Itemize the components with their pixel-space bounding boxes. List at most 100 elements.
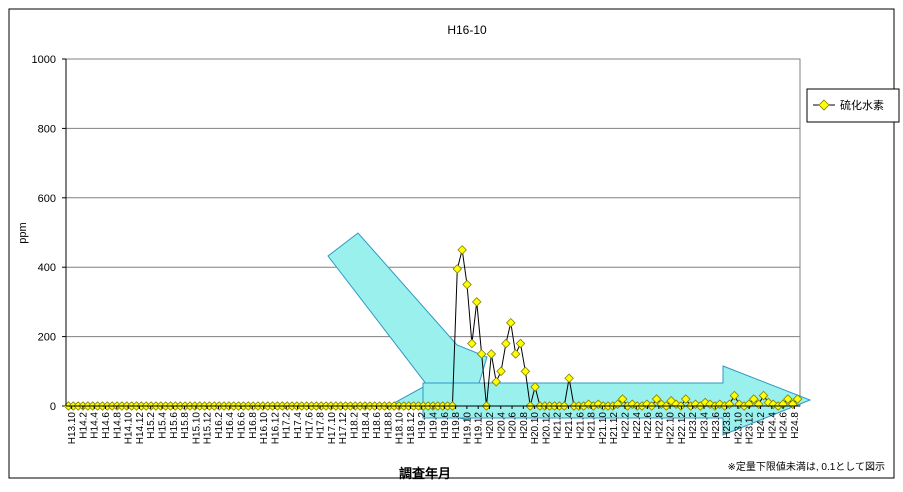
data-point (656, 399, 667, 410)
x-tick-label: H16.12 (270, 412, 281, 445)
data-point (491, 376, 501, 387)
x-tick-label: H19.10 (462, 412, 473, 445)
data-point (515, 338, 526, 349)
x-tick-label: H16.8 (248, 412, 259, 439)
x-tick-label: H16.6 (237, 412, 248, 439)
data-point (457, 245, 467, 255)
x-tick-label: H21.6 (575, 412, 586, 439)
y-axis-ticks: 0 200 400 600 800 1000 (32, 54, 66, 413)
x-tick-label: H19.12 (474, 412, 485, 445)
x-tick-label: H20.2 (485, 412, 496, 439)
x-tick-label: H22.8 (654, 412, 665, 439)
x-tick-label: H16.2 (214, 412, 225, 439)
x-tick-label: H17.10 (327, 412, 338, 445)
x-tick-label: H21.2 (553, 412, 564, 439)
data-point (486, 349, 497, 359)
x-tick-label: H14.4 (90, 412, 101, 439)
x-tick-label: H15.8 (180, 412, 191, 439)
x-tick-label: H23.4 (700, 412, 711, 439)
x-tick-label: H16.4 (225, 412, 236, 439)
legend-label: 硫化水素 (840, 98, 884, 112)
data-point (651, 394, 662, 404)
data-point (471, 297, 482, 307)
data-point (763, 397, 774, 408)
x-tick-label: H17.12 (338, 412, 349, 445)
data-point (510, 349, 521, 359)
x-tick-label: H16.10 (259, 412, 270, 445)
x-tick-label: H22.10 (666, 412, 677, 445)
x-tick-label: H17.6 (304, 412, 315, 439)
y-tick-label: 200 (38, 332, 56, 344)
data-point (501, 338, 511, 349)
x-tick-label: H20.8 (519, 412, 530, 439)
x-tick-label: H21.10 (598, 412, 609, 445)
x-tick-label: H15.6 (169, 412, 180, 439)
data-point (506, 317, 516, 328)
data-point (729, 390, 740, 401)
data-point (520, 366, 531, 377)
x-tick-label: H23.12 (745, 412, 756, 445)
y-tick-label: 1000 (32, 54, 56, 66)
right-arrow (422, 365, 812, 436)
trend-arrows (327, 232, 812, 436)
x-tick-label: H22.2 (620, 412, 631, 439)
x-tick-label: H14.6 (101, 412, 112, 439)
x-tick-label: H17.8 (316, 412, 327, 439)
x-tick-label: H14.8 (112, 412, 123, 439)
data-point (758, 390, 769, 401)
data-point (617, 394, 628, 404)
x-tick-label: H18.8 (383, 412, 394, 439)
data-point (792, 394, 803, 404)
x-tick-label: H21.8 (587, 412, 598, 439)
y-tick-label: 600 (38, 193, 56, 205)
x-tick-label: H14.12 (135, 412, 146, 445)
x-tick-label: H18.2 (349, 412, 360, 439)
chart-title: H16-10 (447, 23, 487, 37)
x-tick-label: H19.8 (451, 412, 462, 439)
x-tick-label: H23.2 (688, 412, 699, 439)
legend: 硫化水素 (806, 88, 900, 123)
x-tick-label: H17.4 (293, 412, 304, 439)
x-tick-label: H18.4 (361, 412, 372, 439)
x-tick-label: H14.2 (78, 412, 89, 439)
data-point (724, 399, 735, 410)
data-point (467, 338, 477, 349)
x-tick-label: H19.6 (440, 412, 451, 439)
x-tick-label: H18.10 (395, 412, 406, 445)
x-tick-label: H18.12 (406, 412, 417, 445)
x-tick-label: H20.10 (530, 412, 541, 445)
data-point (496, 366, 506, 377)
y-tick-label: 0 (50, 401, 56, 413)
data-point (564, 373, 574, 384)
x-tick-label: H22.4 (632, 412, 643, 439)
data-point (749, 394, 759, 404)
x-tick-label: H23.6 (711, 412, 722, 439)
x-tick-label: H15.2 (146, 412, 157, 439)
x-tick-label: H19.4 (429, 412, 440, 439)
footnote: ※定量下限値未満は, 0.1として図示 (727, 460, 885, 473)
data-point (681, 394, 691, 404)
y-tick-label: 800 (38, 123, 56, 135)
x-tick-label: H23.8 (722, 412, 733, 439)
data-point (452, 264, 463, 274)
data-point (690, 399, 701, 410)
x-tick-label: H19.2 (417, 412, 428, 439)
x-tick-label: H21.12 (609, 412, 620, 445)
x-axis-ticks: H13.10 H14.2 H14.4 H14.6 H14.8 H14.10 H14.12 H1… (67, 406, 801, 444)
data-point (462, 279, 472, 290)
x-tick-label: H22.12 (677, 412, 688, 445)
x-tick-label: H21.4 (564, 412, 575, 439)
x-tick-label: H24.2 (756, 412, 767, 439)
legend-marker (818, 99, 830, 111)
x-tick-label: H20.12 (541, 412, 552, 445)
x-tick-label: H14.10 (124, 412, 135, 445)
x-tick-label: H24.4 (767, 412, 778, 439)
x-tick-label: H24.6 (779, 412, 790, 439)
x-tick-label: H23.10 (733, 412, 744, 445)
x-tick-label: H15.10 (191, 412, 202, 445)
data-point (642, 399, 652, 410)
x-tick-label: H18.6 (372, 412, 383, 439)
data-point (530, 382, 540, 392)
